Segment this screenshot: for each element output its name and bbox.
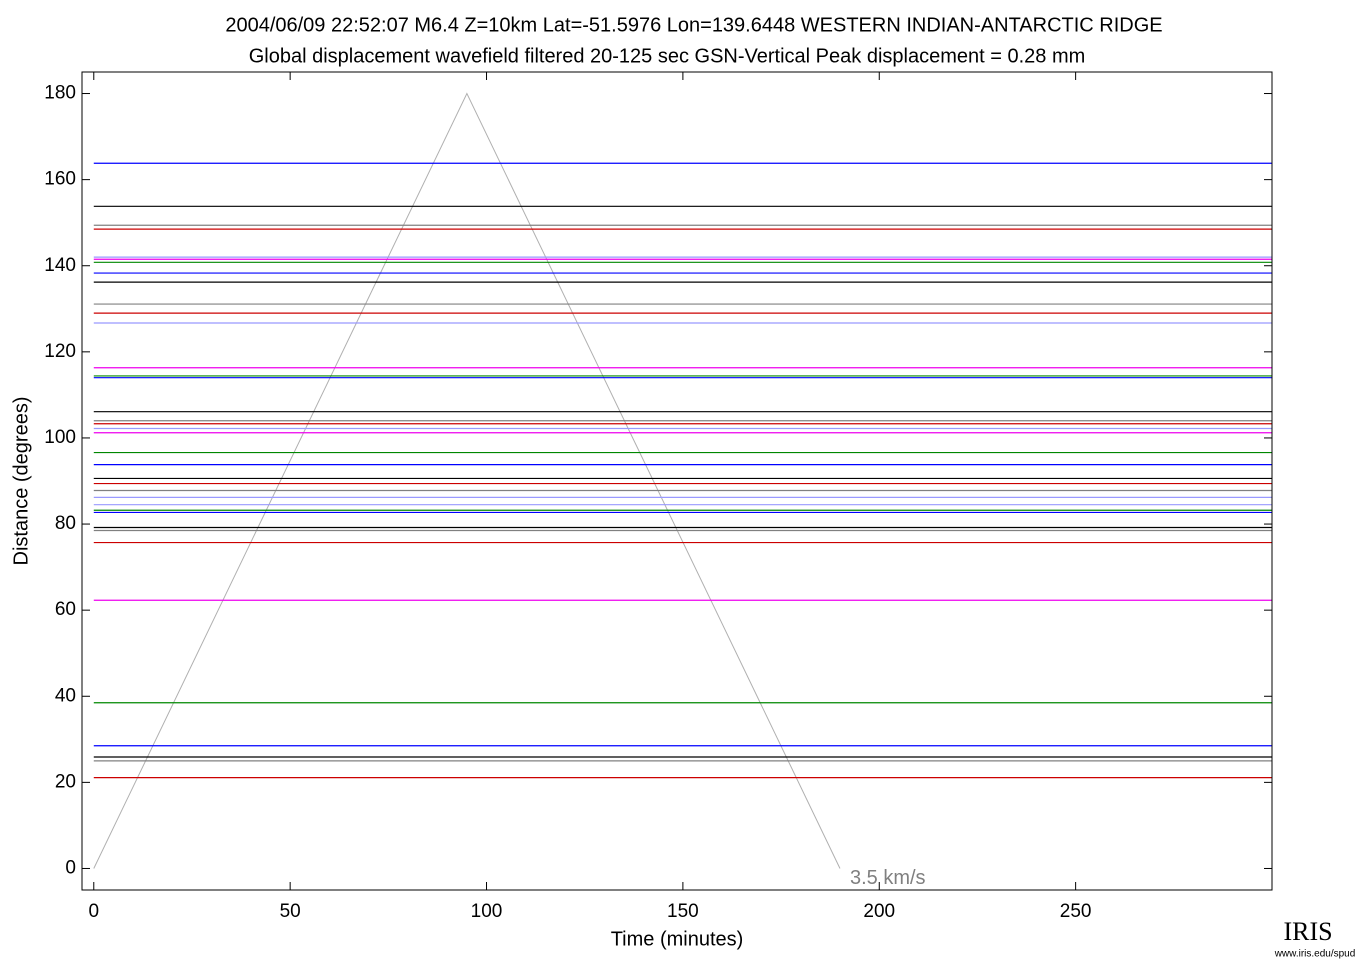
y-tick-label: 100 <box>44 427 76 448</box>
y-tick-label: 180 <box>44 83 76 104</box>
x-tick-label: 50 <box>280 901 301 922</box>
velocity-line <box>93 92 841 869</box>
y-tick-label: 120 <box>44 341 76 362</box>
y-axis-label: Distance (degrees) <box>10 397 32 566</box>
x-tick-label: 250 <box>1060 901 1092 922</box>
chart-title: 2004/06/09 22:52:07 M6.4 Z=10km Lat=-51.… <box>225 14 1162 36</box>
x-tick-label: 200 <box>863 901 895 922</box>
y-tick-label: 60 <box>55 599 76 620</box>
x-tick-label: 0 <box>88 901 99 922</box>
y-tick-label: 160 <box>44 169 76 190</box>
x-axis-label: Time (minutes) <box>611 928 744 950</box>
logo-text: IRIS <box>1283 917 1332 946</box>
x-tick-label: 100 <box>471 901 503 922</box>
y-tick-label: 20 <box>55 771 76 792</box>
chart-subtitle: Global displacement wavefield filtered 2… <box>249 45 1086 67</box>
y-tick-label: 0 <box>65 857 76 878</box>
logo-url: www.iris.edu/spud <box>1274 949 1356 960</box>
y-tick-label: 140 <box>44 255 76 276</box>
x-tick-label: 150 <box>667 901 699 922</box>
plot-frame <box>81 71 1273 891</box>
velocity-label: 3.5 km/s <box>850 867 926 889</box>
y-tick-label: 40 <box>55 685 76 706</box>
y-tick-label: 80 <box>55 513 76 534</box>
